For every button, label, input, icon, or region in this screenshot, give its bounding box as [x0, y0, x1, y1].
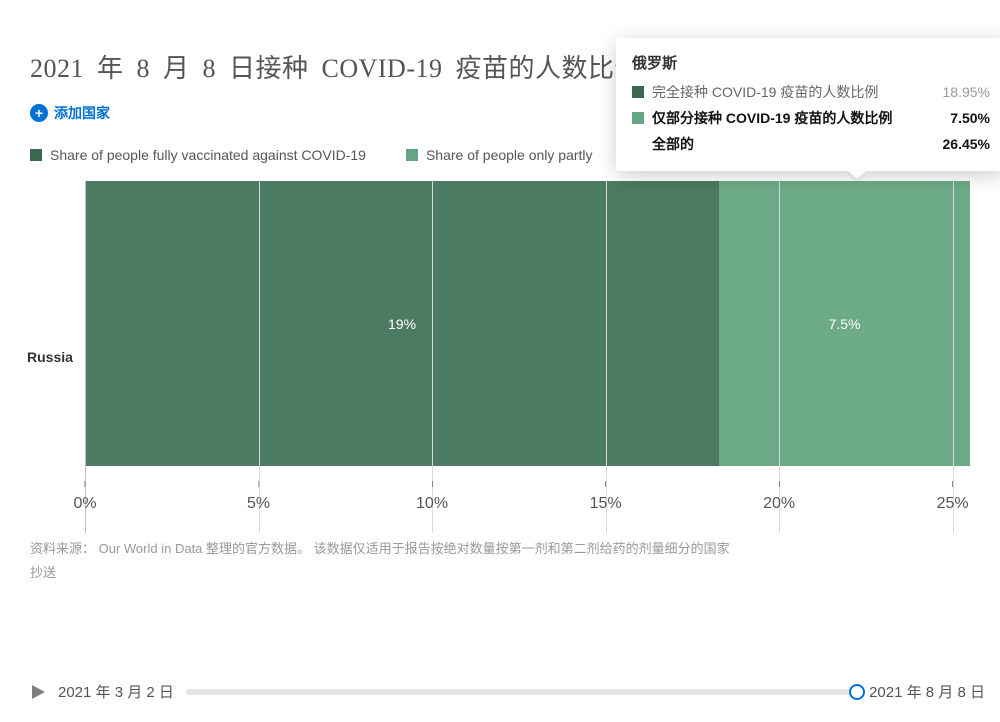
tooltip-label: 完全接种 COVID-19 疫苗的人数比例: [652, 82, 920, 102]
legend-swatch-partly: [406, 149, 418, 161]
legend-item-partly[interactable]: Share of people only partly: [406, 147, 593, 163]
tooltip-row: 仅部分接种 COVID-19 疫苗的人数比例 7.50%: [632, 105, 990, 131]
legend-label-partly: Share of people only partly: [426, 147, 593, 163]
source-text: 资料来源： Our World in Data 整理的官方数据。 该数据仅适用于…: [30, 539, 970, 560]
tooltip-swatch-icon: [632, 86, 644, 98]
legend-swatch-fully: [30, 149, 42, 161]
cc-text: 抄送: [30, 562, 970, 581]
tooltip-value: 26.45%: [928, 136, 990, 152]
play-icon[interactable]: [30, 684, 46, 700]
x-tick: 10%: [416, 481, 448, 513]
y-axis-label[interactable]: Russia: [27, 349, 73, 365]
bar-segment-fully[interactable]: 19%: [85, 181, 719, 466]
x-tick: 5%: [247, 481, 270, 513]
tooltip-row: 全部的 26.45%: [632, 131, 990, 157]
legend-label-fully: Share of people fully vaccinated against…: [50, 147, 366, 163]
bar-track[interactable]: 19%7.5%: [85, 181, 970, 466]
tooltip-label: 仅部分接种 COVID-19 疫苗的人数比例: [652, 108, 920, 128]
x-tick: 20%: [763, 481, 795, 513]
tooltip: 俄罗斯 完全接种 COVID-19 疫苗的人数比例 18.95% 仅部分接种 COV…: [616, 38, 1000, 171]
legend-item-fully[interactable]: Share of people fully vaccinated against…: [30, 147, 366, 163]
plus-circle-icon: +: [30, 104, 48, 122]
tooltip-country: 俄罗斯: [632, 52, 990, 73]
add-country-label: 添加国家: [54, 103, 110, 123]
tooltip-value: 7.50%: [928, 110, 990, 126]
timeline-handle[interactable]: [849, 684, 865, 700]
tooltip-row: 完全接种 COVID-19 疫苗的人数比例 18.95%: [632, 79, 990, 105]
timeline-track[interactable]: [186, 689, 857, 695]
timeline-end-label: 2021 年 8 月 8 日: [869, 681, 985, 702]
chart-container: 2021 年 8 月 8 日接种 COVID-19 疫苗的人数比例 + 添加国家…: [0, 0, 1000, 722]
tooltip-label: 全部的: [652, 134, 920, 154]
tooltip-swatch-icon: [632, 112, 644, 124]
x-axis: 0%5%10%15%20%25%: [85, 481, 970, 531]
x-tick: 25%: [937, 481, 969, 513]
add-country-button[interactable]: + 添加国家: [30, 103, 110, 123]
bar-segment-partly[interactable]: 7.5%: [719, 181, 970, 466]
tooltip-value: 18.95%: [928, 84, 990, 100]
x-tick: 15%: [590, 481, 622, 513]
x-tick: 0%: [73, 481, 96, 513]
timeline-start-label: 2021 年 3 月 2 日: [58, 681, 174, 702]
chart-area: Russia 19%7.5% 0% 5% 10% 15% 20% 25%: [30, 181, 970, 533]
timeline: 2021 年 3 月 2 日 2021 年 8 月 8 日: [30, 681, 985, 702]
